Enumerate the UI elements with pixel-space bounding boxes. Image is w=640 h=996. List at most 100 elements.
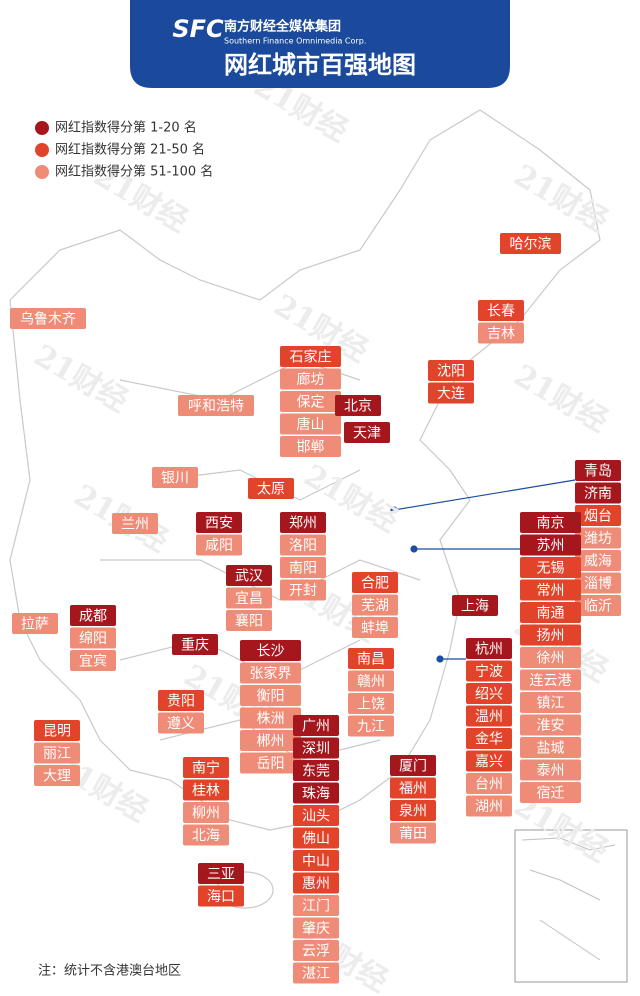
city-box xyxy=(183,802,229,823)
city-box xyxy=(293,917,339,939)
city-name: 郴州 xyxy=(257,734,285,750)
city-name: 湖州 xyxy=(475,799,503,815)
city-name: 南宁 xyxy=(192,760,220,777)
city-name: 莆田 xyxy=(399,826,427,842)
city-box xyxy=(352,617,398,638)
city-box xyxy=(240,707,301,729)
city-name: 云浮 xyxy=(302,944,330,960)
city-box xyxy=(293,805,339,826)
city-box xyxy=(240,685,301,706)
city-box xyxy=(240,730,301,751)
city-name: 太原 xyxy=(257,482,285,498)
city-name: 上海 xyxy=(461,599,489,615)
city-box xyxy=(466,683,512,704)
city-box xyxy=(466,795,512,817)
city-box xyxy=(520,534,581,556)
city-name: 昆明 xyxy=(43,724,71,740)
city-name: 襄阳 xyxy=(235,614,263,630)
city-name: 重庆 xyxy=(181,638,209,654)
city-name: 西安 xyxy=(205,516,233,532)
city-box xyxy=(466,660,512,682)
city-name: 烟台 xyxy=(584,509,612,525)
city-name: 柳州 xyxy=(192,805,220,822)
city-name: 江门 xyxy=(302,899,330,915)
city-name: 苏州 xyxy=(537,538,565,554)
city-name: 大连 xyxy=(437,386,465,402)
city-name: 岳阳 xyxy=(257,756,285,772)
city-box xyxy=(152,467,198,488)
city-name: 开封 xyxy=(289,583,317,599)
city-group: 太原 xyxy=(248,478,294,499)
city-box xyxy=(348,648,394,669)
city-name: 丽江 xyxy=(43,746,71,762)
city-box xyxy=(226,565,272,586)
city-box xyxy=(520,512,581,533)
city-box xyxy=(452,595,498,616)
city-name: 厦门 xyxy=(399,759,427,775)
city-box xyxy=(248,478,294,499)
city-box xyxy=(12,613,58,634)
company-name-en: Southern Finance Omnimedia Corp. xyxy=(224,37,366,46)
city-box xyxy=(520,624,581,646)
city-name: 无锡 xyxy=(537,561,565,577)
city-box xyxy=(280,512,326,533)
city-box xyxy=(280,368,341,390)
city-box xyxy=(466,750,512,772)
city-box xyxy=(390,777,436,799)
city-name: 九江 xyxy=(357,719,385,735)
city-group: 乌鲁木齐 xyxy=(10,308,86,329)
city-box xyxy=(226,610,272,631)
city-box xyxy=(520,782,581,803)
city-box xyxy=(466,705,512,727)
city-box xyxy=(226,587,272,609)
city-box xyxy=(240,640,301,661)
city-name: 成都 xyxy=(79,609,107,625)
header-banner xyxy=(130,0,510,88)
city-box xyxy=(575,595,621,616)
city-box xyxy=(575,460,621,481)
country-border xyxy=(9,109,601,831)
city-name: 宿迁 xyxy=(537,785,565,802)
connector-dot xyxy=(436,655,444,663)
city-name: 惠州 xyxy=(302,876,330,892)
city-name: 桂林 xyxy=(192,783,220,799)
legend-label: 网红指数得分第 21-50 名 xyxy=(55,142,205,158)
city-box xyxy=(70,627,116,649)
city-box xyxy=(158,690,204,711)
city-box xyxy=(500,233,561,254)
city-name: 郑州 xyxy=(289,516,317,532)
city-name: 南昌 xyxy=(357,652,385,668)
city-name: 绵阳 xyxy=(79,630,107,647)
city-box xyxy=(183,757,229,778)
city-name: 福州 xyxy=(399,781,427,797)
city-box xyxy=(112,513,158,534)
city-box xyxy=(478,300,524,321)
city-name: 泰州 xyxy=(537,763,565,779)
city-group: 哈尔滨 xyxy=(500,233,561,254)
city-name: 遵义 xyxy=(167,715,195,732)
city-name: 唐山 xyxy=(297,416,325,433)
city-box xyxy=(390,800,436,821)
logo: SFC xyxy=(172,15,224,43)
city-box xyxy=(172,634,218,655)
city-group: 上海 xyxy=(452,595,498,616)
city-box xyxy=(478,322,524,344)
city-box xyxy=(348,670,394,692)
city-name: 咸阳 xyxy=(205,538,233,554)
city-box xyxy=(520,737,581,758)
city-box xyxy=(34,765,80,786)
city-box xyxy=(575,527,621,549)
footnote: 注：统计不含港澳台地区 xyxy=(38,963,181,979)
city-box xyxy=(520,602,581,623)
city-name: 广州 xyxy=(302,719,330,735)
